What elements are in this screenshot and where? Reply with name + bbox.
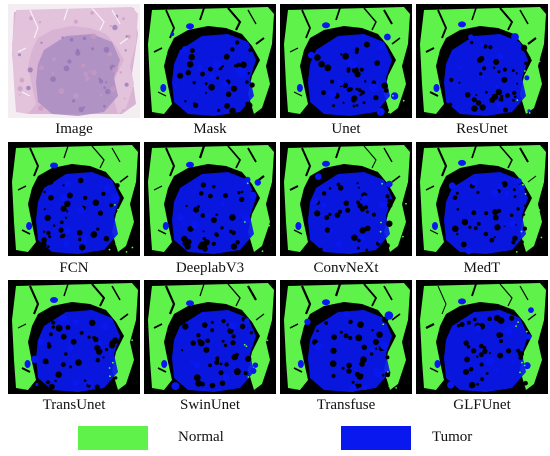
caption-resunet: ResUnet [456, 121, 508, 137]
caption-swinunet: SwinUnet [180, 397, 240, 413]
panel-transfuse [280, 280, 412, 394]
caption-mask: Mask [193, 121, 227, 137]
panel-unet [280, 4, 412, 118]
panel-fcn [8, 142, 140, 256]
panel-glfunet [416, 280, 548, 394]
panel-transunet [8, 280, 140, 394]
caption-transunet: TransUnet [42, 397, 106, 413]
panel-convnext [280, 142, 412, 256]
caption-transfuse: Transfuse [316, 397, 376, 413]
caption-fcn: FCN [59, 260, 89, 276]
caption-convnext: ConvNeXt [313, 260, 379, 276]
panel-image-histology [8, 4, 140, 118]
panel-resunet [416, 4, 548, 118]
panel-mask [144, 4, 276, 118]
legend-label-normal: Normal [178, 429, 224, 445]
legend-swatch-tumor [341, 426, 411, 450]
legend-label-tumor: Tumor [432, 429, 473, 445]
caption-deeplabv3: DeeplabV3 [175, 260, 245, 276]
caption-unet: Unet [331, 121, 361, 137]
panel-deeplabv3 [144, 142, 276, 256]
caption-image: Image [55, 121, 93, 137]
legend: Normal Tumor [0, 426, 550, 452]
segmentation-comparison-grid: Image Mask Unet ResUnet FCN DeeplabV3 Co… [8, 4, 548, 413]
panel-swinunet [144, 280, 276, 394]
caption-glfunet: GLFUnet [453, 397, 511, 413]
legend-swatch-normal [78, 426, 148, 450]
panel-medt [416, 142, 548, 256]
caption-medt: MedT [463, 260, 501, 276]
